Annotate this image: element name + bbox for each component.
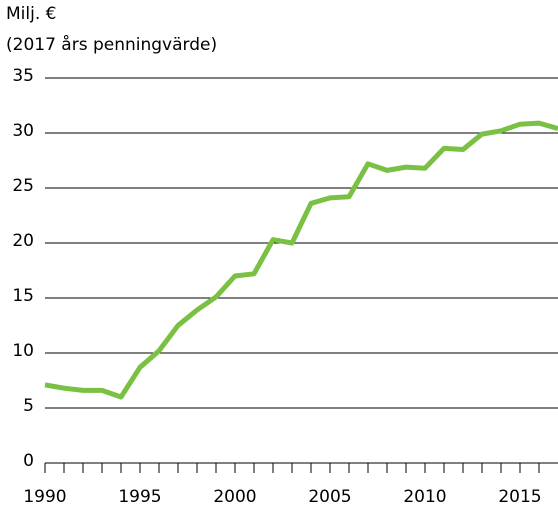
y-tick-label: 20 (12, 231, 34, 251)
x-tick-label: 2000 (213, 487, 256, 507)
y-tick-label: 15 (12, 286, 34, 306)
data-line (44, 120, 558, 400)
x-tick-label: 1990 (23, 487, 66, 507)
chart-title: Milj. € (6, 4, 56, 24)
x-tick-label: 2015 (498, 487, 541, 507)
y-tick-label: 25 (12, 176, 34, 196)
x-tick-label: 1995 (118, 487, 161, 507)
x-tick-label: 2005 (308, 487, 351, 507)
y-tick-label: 0 (23, 451, 34, 471)
y-tick-label: 10 (12, 341, 34, 361)
x-tick-label: 2010 (403, 487, 446, 507)
y-tick-label: 30 (12, 121, 34, 141)
y-tick-label: 5 (23, 396, 34, 416)
chart-subtitle: (2017 års penningvärde) (6, 34, 217, 55)
y-tick-label: 35 (12, 66, 34, 86)
